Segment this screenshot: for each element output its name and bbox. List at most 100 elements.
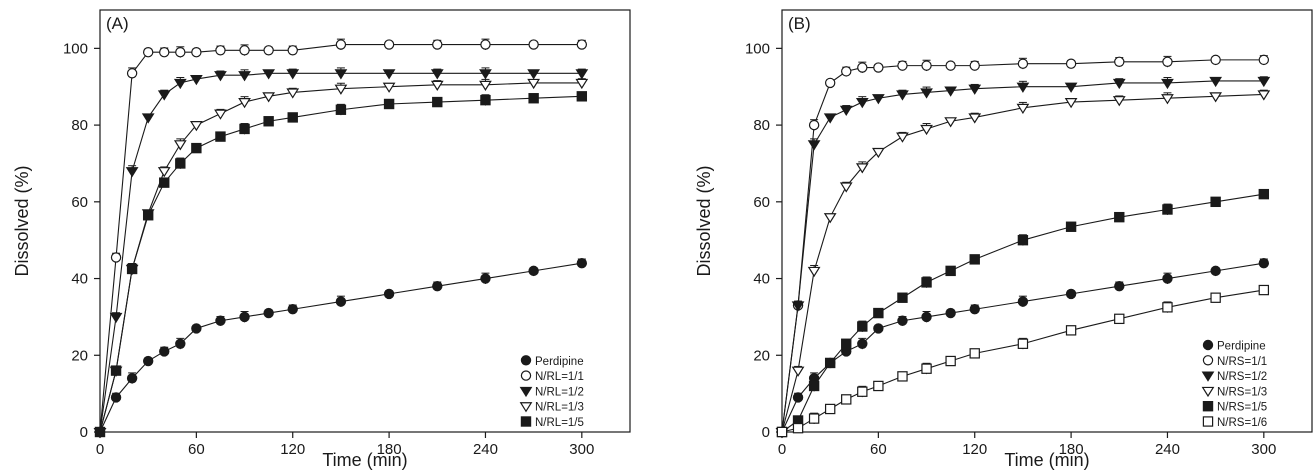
data-point-n-rs-1-6 (1162, 302, 1173, 313)
y-tick-label: 100 (63, 40, 88, 57)
data-point-n-rl-1-2 (157, 90, 171, 101)
legend-marker-n-rl-1-5 (520, 416, 532, 427)
data-point-n-rs-1-3 (1257, 90, 1271, 101)
data-point-n-rs-1-2 (1161, 78, 1174, 90)
data-point-perdipine (1017, 296, 1029, 307)
y-tick-label: 80 (753, 117, 770, 134)
series-n-rs-1-6 (776, 284, 1270, 438)
y-tick-label: 40 (753, 271, 770, 288)
data-point-n-rl-1-1 (576, 39, 588, 50)
data-point-n-rs-1-5 (857, 321, 868, 332)
data-point-n-rs-1-3 (871, 147, 885, 159)
x-tick-label: 120 (962, 441, 987, 458)
data-point-n-rs-1-1 (1114, 56, 1125, 67)
x-axis-label: Time (min) (1004, 450, 1089, 470)
data-point-n-rs-1-1 (824, 77, 836, 89)
data-point-perdipine (175, 338, 186, 349)
data-point-n-rs-1-1 (857, 62, 868, 73)
data-point-n-rs-1-6 (897, 371, 908, 382)
series-line-n-rl-1-1 (99, 43, 582, 433)
data-point-n-rl-1-3 (262, 92, 276, 103)
x-tick-label: 180 (1059, 441, 1084, 458)
data-point-n-rl-1-3 (334, 84, 348, 95)
data-point-n-rl-1-2 (214, 71, 227, 82)
data-point-n-rs-1-3 (896, 132, 909, 143)
data-point-n-rl-1-2 (189, 75, 203, 86)
x-tick-label: 300 (1251, 441, 1276, 458)
data-point-n-rl-1-5 (126, 263, 138, 275)
data-point-n-rs-1-1 (1065, 58, 1077, 69)
data-point-n-rs-1-3 (823, 213, 837, 224)
series-line-n-rs-1-3 (781, 93, 1264, 433)
data-point-n-rl-1-1 (432, 39, 443, 50)
data-point-n-rl-1-2 (173, 78, 187, 90)
x-tick-label: 180 (377, 441, 402, 458)
data-point-n-rs-1-5 (969, 254, 980, 265)
data-point-n-rl-1-5 (159, 177, 170, 188)
data-point-n-rs-1-5 (1162, 204, 1173, 215)
data-point-n-rs-1-2 (920, 88, 933, 99)
data-point-perdipine (126, 373, 138, 384)
data-point-n-rs-1-3 (1112, 96, 1126, 107)
legend: Perdipine N/RL=1/1 N/RL=1/2 N/RL=1/3 N/RL=1/… (519, 355, 584, 429)
data-point-n-rl-1-2 (479, 69, 492, 80)
data-point-n-rl-1-1 (175, 47, 186, 58)
data-point-n-rl-1-2 (575, 69, 589, 80)
data-point-n-rl-1-2 (109, 312, 123, 324)
legend-marker-perdipine (520, 355, 532, 366)
data-point-n-rs-1-5 (808, 380, 820, 392)
data-point-perdipine (576, 258, 588, 269)
legend: Perdipine N/RS=1/1 N/RS=1/2 N/RS=1/3 N/RS=1/… (1201, 339, 1267, 429)
data-point-perdipine (1114, 281, 1125, 292)
data-point-n-rs-1-5 (921, 277, 932, 288)
data-point-n-rs-1-5 (1210, 196, 1221, 208)
data-point-n-rl-1-5 (383, 98, 395, 110)
legend-label-n-rl-1-1: N/RL=1/1 (535, 371, 584, 383)
data-point-n-rs-1-6 (1114, 313, 1125, 325)
data-point-n-rs-1-2 (823, 113, 837, 124)
data-point-n-rl-1-5 (191, 142, 202, 154)
series-line-n-rs-1-5 (781, 193, 1264, 433)
x-tick-label: 60 (870, 441, 887, 458)
series-n-rl-1-1 (94, 38, 588, 438)
data-point-perdipine (873, 323, 884, 334)
data-point-n-rs-1-6 (857, 386, 868, 397)
data-point-n-rl-1-2 (262, 69, 276, 80)
data-point-perdipine (383, 288, 395, 300)
data-point-perdipine (528, 265, 539, 277)
chart-panel-a: 0 60 120 180 240 300 0 20 40 60 80 100 Time (min) Dis… (12, 9, 631, 470)
y-tick-label: 100 (745, 40, 770, 57)
data-point-n-rs-1-5 (897, 292, 908, 303)
data-point-n-rl-1-3 (382, 82, 396, 93)
x-tick-label: 120 (280, 441, 305, 458)
data-point-perdipine (1258, 258, 1270, 269)
data-point-n-rl-1-2 (382, 69, 396, 80)
data-point-n-rl-1-5 (239, 123, 250, 135)
panel-label: (B) (788, 14, 811, 33)
x-tick-label: 300 (569, 441, 594, 458)
legend-marker-n-rs-1-5 (1202, 401, 1214, 412)
x-tick-label: 0 (778, 441, 786, 458)
legend-label-n-rs-1-3: N/RS=1/3 (1217, 386, 1267, 398)
data-point-n-rs-1-2 (871, 94, 885, 105)
data-point-n-rs-1-1 (945, 60, 956, 71)
data-point-n-rl-1-3 (286, 88, 300, 99)
data-point-n-rl-1-3 (238, 98, 251, 109)
x-tick-label: 240 (1155, 441, 1180, 458)
data-point-perdipine (857, 338, 868, 349)
data-point-perdipine (945, 307, 956, 319)
data-point-n-rs-1-3 (791, 366, 805, 377)
data-point-n-rs-1-2 (944, 86, 958, 97)
data-point-n-rs-1-3 (1064, 98, 1078, 109)
data-point-perdipine (191, 323, 202, 334)
legend-marker-n-rs-1-2 (1201, 371, 1215, 382)
data-point-n-rl-1-1 (263, 45, 274, 56)
y-tick-label: 20 (71, 347, 88, 364)
data-point-n-rl-1-5 (263, 116, 274, 127)
legend-marker-n-rl-1-2 (519, 386, 533, 398)
data-point-n-rs-1-3 (839, 182, 853, 193)
data-point-perdipine (287, 304, 298, 315)
legend-label-n-rs-1-1: N/RS=1/1 (1217, 356, 1267, 368)
data-point-n-rl-1-3 (173, 140, 187, 151)
y-tick-label: 0 (762, 424, 770, 441)
